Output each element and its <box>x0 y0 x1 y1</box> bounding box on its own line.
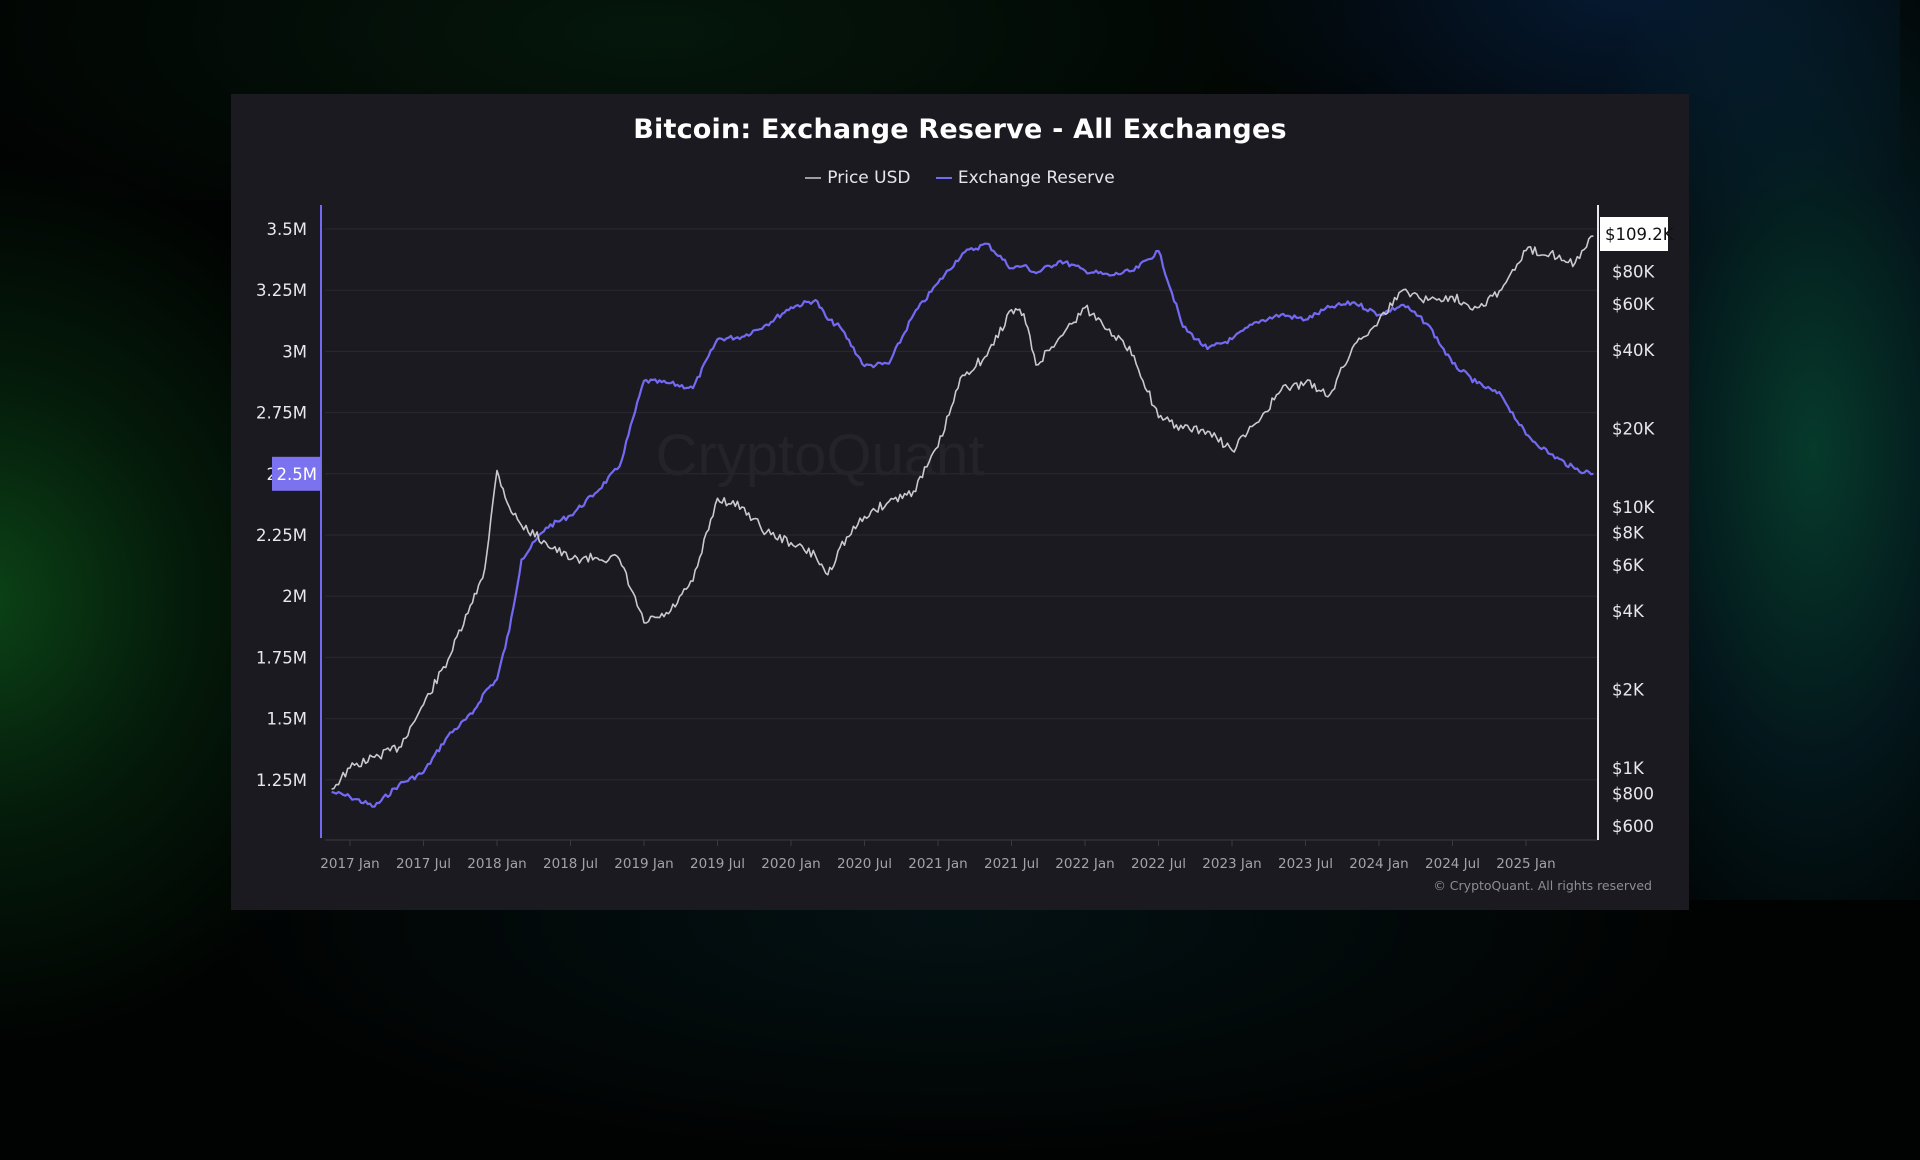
y-left-axis-label: 3.25M <box>256 281 307 300</box>
y-right-axis-label: $10K <box>1612 498 1655 517</box>
x-axis-label: 2020 Jan <box>761 856 820 872</box>
y-left-axis-label: 2.25M <box>256 526 307 545</box>
current-price-label-box <box>1600 217 1668 251</box>
y-left-axis-label: 1.5M <box>267 710 307 729</box>
price-usd-line[interactable] <box>331 235 1594 790</box>
y-left-axis-label: 2.75M <box>256 404 307 423</box>
y-right-axis-label: $40K <box>1612 341 1655 360</box>
y-right-axis-label: $60K <box>1612 295 1655 314</box>
legend-label-reserve: Exchange Reserve <box>957 168 1115 188</box>
x-axis-label: 2025 Jan <box>1496 856 1555 872</box>
x-axis-label: 2018 Jul <box>543 856 598 872</box>
x-axis-label: 2017 Jan <box>320 856 379 872</box>
x-axis-label: 2019 Jul <box>690 856 745 872</box>
legend-item-reserve[interactable]: Exchange Reserve <box>935 168 1115 188</box>
watermark-text: CryptoQuant <box>656 423 985 488</box>
y-left-crosshair-label: 2.5M <box>277 465 317 484</box>
x-axis-label: 2021 Jul <box>984 856 1039 872</box>
y-right-axis-label: $1K <box>1612 759 1645 778</box>
y-right-axis-label: $80K <box>1612 262 1655 281</box>
copyright-notice: © CryptoQuant. All rights reserved <box>1433 878 1652 893</box>
x-axis-label: 2017 Jul <box>396 856 451 872</box>
legend-label-price: Price USD <box>827 168 911 188</box>
x-axis-label: 2021 Jan <box>908 856 967 872</box>
y-right-axis-label: $8K <box>1612 523 1645 542</box>
y-left-axis-label: 2M <box>282 587 307 606</box>
x-axis-label: 2024 Jul <box>1425 856 1480 872</box>
legend-swatch-price <box>805 177 822 179</box>
x-axis-label: 2018 Jan <box>467 856 526 872</box>
y-right-axis-label: $800 <box>1612 784 1654 803</box>
x-axis-label: 2022 Jul <box>1131 856 1186 872</box>
y-left-crosshair-label-box <box>272 456 321 491</box>
x-axis-label: 2023 Jul <box>1278 856 1333 872</box>
y-right-axis-label: $20K <box>1612 419 1655 438</box>
x-axis-label: 2020 Jul <box>837 856 892 872</box>
legend-swatch-reserve <box>935 177 952 179</box>
y-right-axis-label: $6K <box>1612 556 1645 575</box>
y-left-axis-label: 3.5M <box>267 220 307 239</box>
chart-plot-area[interactable]: CryptoQuant 2017 Jan 2017 Jul 2018 Jan 2018 … <box>231 94 1689 910</box>
chart-legend: Price USD Exchange Reserve <box>231 164 1689 188</box>
x-axis-label: 2022 Jan <box>1055 856 1114 872</box>
y-left-axis-label: 1.25M <box>256 771 307 790</box>
chart-title: Bitcoin: Exchange Reserve - All Exchange… <box>633 114 1287 145</box>
chart-panel: Bitcoin: Exchange Reserve - All Exchange… <box>231 94 1689 910</box>
y-right-axis-label: $2K <box>1612 680 1645 699</box>
y-right-axis-label: $600 <box>1612 817 1654 836</box>
x-axis-label: 2019 Jan <box>614 856 673 872</box>
y-left-axis-label: 1.75M <box>256 648 307 667</box>
x-axis-label: 2023 Jan <box>1202 856 1261 872</box>
y-right-axis-label: $4K <box>1612 602 1645 621</box>
y-left-axis-label: 3M <box>282 342 307 361</box>
x-axis-label: 2024 Jan <box>1349 856 1408 872</box>
current-price-label: $109.2K <box>1605 225 1675 244</box>
legend-item-price[interactable]: Price USD <box>805 168 910 188</box>
